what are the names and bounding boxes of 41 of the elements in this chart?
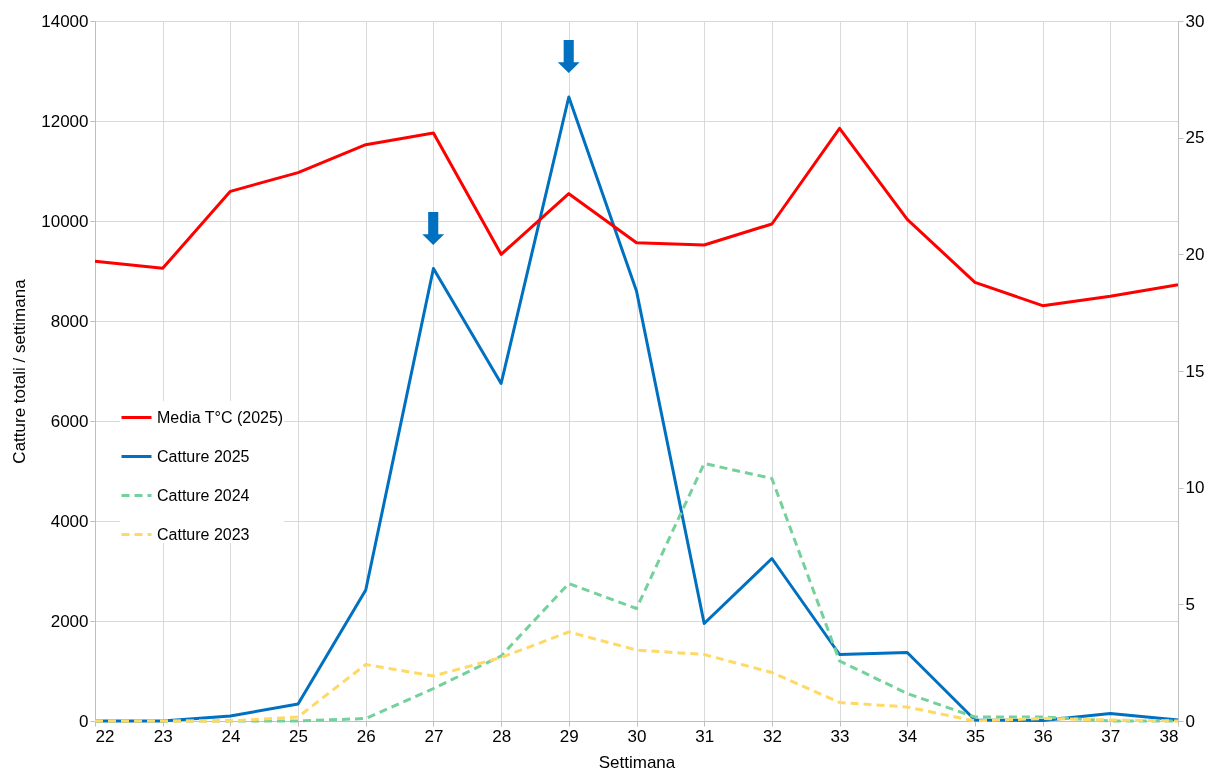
x-tick-label: 22 — [95, 726, 115, 746]
x-tick-label: 31 — [695, 726, 715, 746]
x-tick-label: 26 — [356, 726, 376, 746]
y2-tick-label: 5 — [1185, 594, 1195, 614]
y2-tick-label: 30 — [1185, 11, 1205, 31]
x-tick-label: 27 — [424, 726, 444, 746]
x-tick-label: 29 — [559, 726, 579, 746]
x-tick-label: 25 — [289, 726, 309, 746]
x-tick-label: 34 — [898, 726, 918, 746]
y-tick-label: 6000 — [50, 411, 89, 431]
legend-label: Catture 2023 — [157, 525, 250, 543]
y-tick-label: 14000 — [41, 11, 89, 31]
y-axis-title: Catture totali / settimana — [10, 278, 30, 464]
x-tick-label: 30 — [627, 726, 647, 746]
legend-label: Catture 2024 — [157, 486, 250, 504]
x-tick-label: 37 — [1101, 726, 1121, 746]
x-tick-label: 28 — [492, 726, 512, 746]
x-tick-label: 32 — [762, 726, 782, 746]
x-tick-label: 23 — [153, 726, 173, 746]
x-tick-label: 38 — [1159, 726, 1179, 746]
y2-tick-label: 25 — [1185, 128, 1205, 148]
annotation: ⬇ — [550, 31, 588, 82]
y-tick-label: 10000 — [41, 211, 89, 231]
y2-tick-label: 15 — [1185, 361, 1205, 381]
y-tick-label: 12000 — [41, 111, 89, 131]
x-tick-label: 35 — [965, 726, 985, 746]
legend-label: Catture 2025 — [157, 447, 250, 465]
x-tick-label: 24 — [221, 726, 241, 746]
y2-tick-label: 0 — [1185, 711, 1195, 731]
x-tick-label: 33 — [830, 726, 850, 746]
y2-tick-label: 10 — [1185, 478, 1205, 498]
y-tick-label: 4000 — [50, 511, 89, 531]
y-tick-label: 8000 — [50, 311, 89, 331]
x-tick-label: 36 — [1033, 726, 1053, 746]
y-tick-label: 2000 — [50, 611, 89, 631]
y2-tick-label: 20 — [1185, 244, 1205, 264]
line-series — [93, 126, 1180, 308]
x-axis-title: Settimana — [598, 752, 676, 772]
annotation: ⬇ — [415, 202, 452, 254]
legend-label: Media T°C (2025) — [157, 408, 284, 426]
y-tick-label: 0 — [79, 711, 89, 731]
